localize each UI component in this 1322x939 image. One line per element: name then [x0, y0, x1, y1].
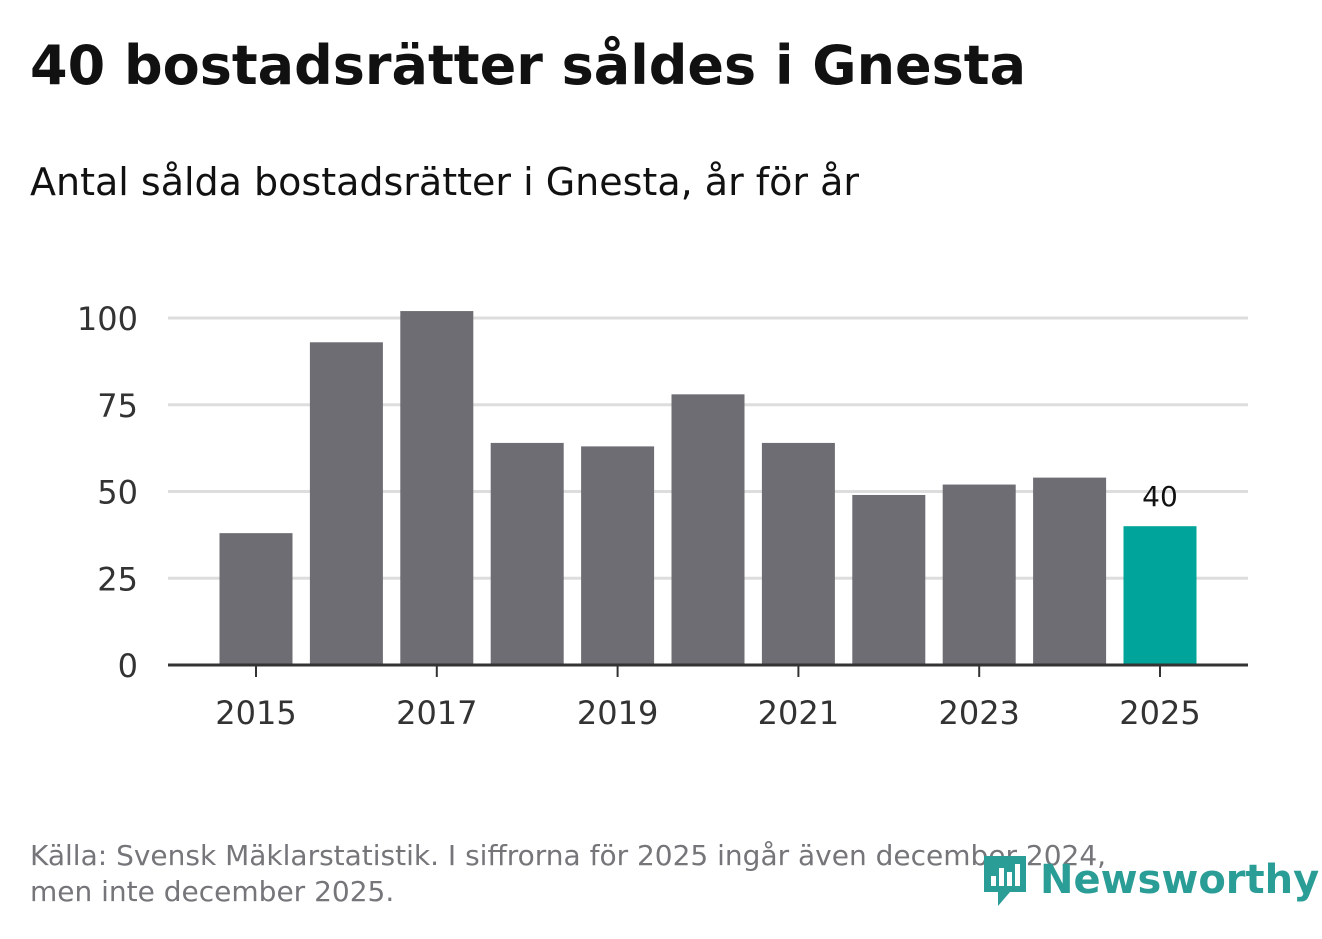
x-tick-label-2019: 2019	[577, 694, 658, 732]
y-tick-label-25: 25	[97, 560, 138, 598]
bar-2017	[400, 311, 474, 665]
newsworthy-logo: Newsworthy	[980, 852, 1319, 908]
bar-2016	[309, 342, 383, 665]
x-axis-tick-labels: 2015 2017 2019 2021 2023 2025	[215, 694, 1200, 732]
x-tick-label-2025: 2025	[1119, 694, 1200, 732]
x-tick-label-2017: 2017	[396, 694, 477, 732]
bar-chart: 0 25 50 75 100 2015 2017 2019 2021 2023 2025 40	[77, 300, 1248, 732]
bar-2022	[852, 494, 926, 665]
y-tick-label-0: 0	[118, 647, 138, 685]
bar-2024	[1033, 477, 1107, 665]
chart-title: 40 bostadsrätter såldes i Gnesta	[30, 34, 1027, 97]
bar-2020	[671, 394, 745, 665]
bar-annotations: 40	[1142, 480, 1178, 513]
source-line-1: Källa: Svensk Mäklarstatistik. I siffror…	[30, 839, 1107, 872]
bar-2015	[219, 533, 293, 665]
source-note: Källa: Svensk Mäklarstatistik. I siffror…	[30, 838, 1230, 910]
bar-2018	[490, 442, 564, 665]
y-tick-label-50: 50	[97, 474, 138, 512]
x-tick-label-2021: 2021	[758, 694, 839, 732]
bar-2023	[942, 484, 1016, 665]
chart-subtitle: Antal sålda bostadsrätter i Gnesta, år f…	[30, 160, 860, 204]
y-tick-label-75: 75	[97, 387, 138, 425]
y-tick-label-100: 100	[77, 300, 138, 338]
newsworthy-logo-icon	[984, 856, 1026, 906]
data-label-2025: 40	[1142, 480, 1178, 513]
bar-2025	[1123, 526, 1197, 665]
logo-text: Newsworthy	[1040, 857, 1320, 903]
source-line-2: men inte december 2025.	[30, 875, 395, 908]
x-tick-label-2015: 2015	[215, 694, 296, 732]
x-tick-label-2023: 2023	[938, 694, 1019, 732]
bars	[219, 311, 1197, 665]
bar-2021	[761, 442, 835, 665]
y-axis-tick-labels: 0 25 50 75 100	[77, 300, 138, 685]
x-axis	[168, 663, 1248, 677]
bar-2019	[581, 446, 655, 665]
